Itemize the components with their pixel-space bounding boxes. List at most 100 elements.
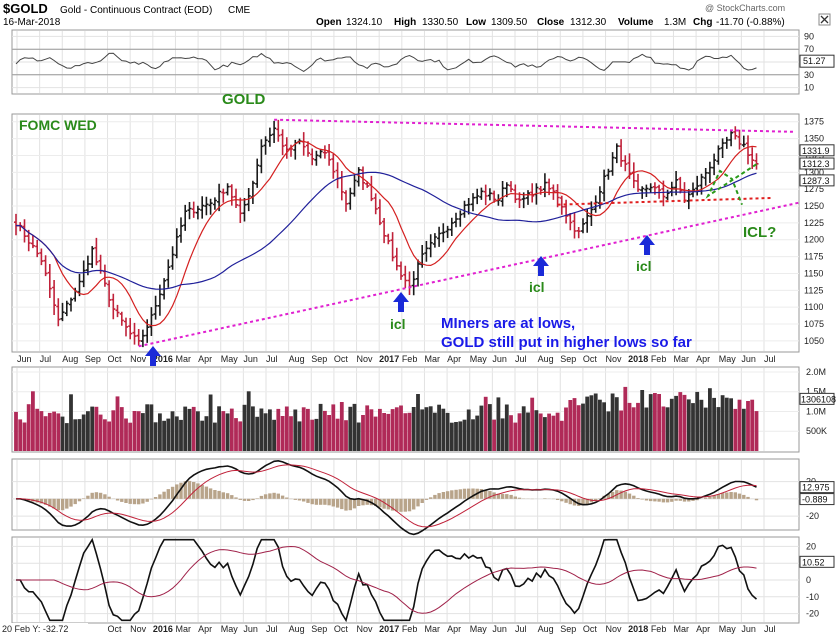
macd-histogram-bar (378, 498, 382, 508)
volume-bar (115, 396, 120, 451)
price-bar (60, 302, 65, 322)
volume-bar (352, 403, 357, 451)
price-bar (428, 234, 433, 258)
up-arrow-icon (393, 292, 409, 312)
macd-histogram-bar (56, 498, 60, 511)
volume-bar (534, 410, 539, 451)
volume-bar (225, 413, 230, 451)
macd-histogram-bar (610, 491, 615, 499)
price-tick-label: 1350 (804, 134, 824, 144)
price-bar (487, 188, 492, 201)
volume-bar (213, 422, 217, 451)
footer-x-tick: Jun (243, 624, 258, 634)
price-tick-label: 1050 (804, 336, 824, 346)
price-x-tick: May (470, 354, 488, 364)
close-label: Close (537, 17, 565, 28)
chg-value: -11.70 (-0.88%) (716, 17, 785, 28)
moving-average-slow (16, 171, 757, 290)
macd-histogram-bar (293, 498, 297, 500)
macd-histogram-bar (657, 498, 661, 502)
volume-bar (471, 419, 475, 451)
price-bar (238, 197, 243, 223)
price-bar (212, 197, 217, 210)
price-bar (204, 196, 209, 216)
volume-bar (344, 420, 348, 451)
volume-bar (200, 420, 205, 451)
price-tick-label: 1175 (804, 252, 823, 262)
price-bar (441, 223, 446, 243)
volume-bar (246, 391, 251, 451)
macd-histogram-bar (158, 494, 162, 499)
macd-histogram-bar (619, 490, 623, 499)
macd-histogram-bar (640, 498, 644, 500)
volume-bar (242, 404, 247, 451)
macd-histogram-bar (217, 490, 221, 499)
price-x-tick: Mar (175, 354, 191, 364)
note-line-1: MIners are at lows, (441, 315, 575, 332)
price-bar (267, 127, 272, 147)
price-bar (331, 154, 336, 179)
volume-bar (754, 411, 759, 451)
macd-histogram-bar (149, 498, 154, 500)
volume-bar (52, 411, 56, 451)
price-bar (195, 205, 200, 220)
macd-histogram-bar (509, 494, 513, 499)
price-bar (242, 198, 247, 222)
volume-bar (166, 418, 171, 451)
macd-histogram-bar (348, 498, 352, 511)
price-x-tick: Jul (266, 354, 278, 364)
close-icon[interactable] (818, 13, 831, 26)
volume-bar (466, 409, 471, 451)
macd-histogram-bar (403, 498, 407, 512)
price-x-tick: Mar (673, 354, 689, 364)
price-bar (399, 261, 403, 280)
macd-histogram-bar (340, 498, 344, 510)
icl-label: icl (390, 316, 406, 332)
macd-histogram-bar (712, 495, 716, 499)
price-bar (530, 183, 535, 203)
volume-bar (327, 415, 331, 451)
price-x-tick: Aug (62, 354, 78, 364)
rsi-line (15, 52, 757, 72)
open-value: 1324.10 (346, 17, 383, 28)
exchange: CME (228, 5, 251, 16)
price-bar (39, 248, 44, 266)
price-x-tick: 2016 (153, 354, 173, 364)
rsi-tick-label: 10 (804, 83, 814, 93)
macd-histogram-bar (65, 498, 69, 509)
macd-histogram-bar (691, 498, 695, 501)
price-bar (272, 120, 277, 143)
volume-bar (86, 411, 90, 451)
volume-bar (382, 413, 386, 451)
volume-bar (627, 402, 632, 451)
high-label: High (394, 17, 416, 28)
price-bar (280, 129, 285, 156)
price-bar (403, 265, 408, 288)
volume-bar (720, 395, 725, 451)
oscillator-tick-label: 0 (806, 575, 811, 585)
volume-bar (56, 413, 61, 451)
high-value: 1330.50 (422, 17, 459, 28)
price-bar (411, 271, 416, 296)
volume-bar (217, 406, 221, 451)
price-bar (52, 280, 57, 315)
price-x-tick: Aug (538, 354, 554, 364)
macd-histogram-bar (221, 492, 225, 499)
macd-histogram-bar (204, 486, 209, 499)
macd-histogram-bar (280, 495, 285, 499)
macd-histogram-bar (153, 497, 158, 499)
macd-histogram-bar (416, 498, 420, 507)
footer-x-tick: May (470, 624, 488, 634)
macd-histogram-bar (175, 484, 179, 499)
volume-bar (331, 404, 336, 451)
close-value: 1312.30 (570, 17, 607, 28)
macd-histogram-bar (344, 498, 348, 511)
icl-question-label: ICL? (743, 224, 776, 241)
macd-histogram-bar (247, 498, 251, 501)
footer-x-tick: Jun (492, 624, 507, 634)
macd-histogram-bar (374, 498, 378, 506)
macd-histogram-bar (674, 498, 678, 501)
volume-bar (682, 394, 687, 451)
